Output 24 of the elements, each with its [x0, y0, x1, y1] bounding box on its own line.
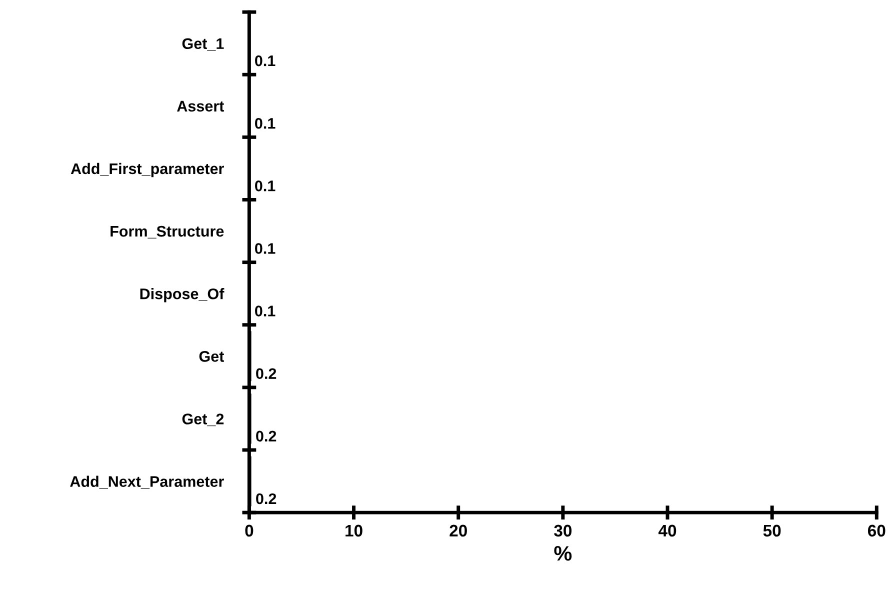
- data-label: 0.2: [256, 493, 276, 504]
- y-tick-label: Get: [199, 351, 224, 362]
- x-tick-label: 50: [763, 524, 781, 537]
- x-tick-label: 20: [450, 524, 467, 537]
- y-tick-label: Dispose_Of: [140, 288, 224, 302]
- data-label: 0.1: [255, 55, 276, 66]
- data-label: 0.2: [256, 430, 276, 442]
- x-tick-label: 10: [346, 524, 362, 537]
- data-label: 0.1: [255, 306, 276, 316]
- x-tick-label: 30: [554, 524, 572, 537]
- data-label: 0.1: [255, 118, 276, 129]
- y-tick-label: Add_Next_Parameter: [70, 476, 224, 489]
- y-tick-label: Add_First_parameter: [70, 162, 224, 178]
- x-tick-label: 0: [245, 524, 254, 537]
- x-axis-title: %: [554, 546, 572, 561]
- y-tick-label: Form_Structure: [110, 226, 224, 238]
- y-tick-label: Assert: [177, 100, 224, 112]
- y-tick-label: Get_2: [182, 414, 224, 426]
- x-tick-label: 60: [868, 524, 886, 537]
- x-tick-label: 40: [658, 524, 676, 537]
- data-label: 0.2: [256, 368, 276, 380]
- data-label: 0.1: [255, 243, 276, 254]
- data-label: 0.1: [255, 180, 276, 192]
- y-tick-label: Get_1: [182, 38, 224, 51]
